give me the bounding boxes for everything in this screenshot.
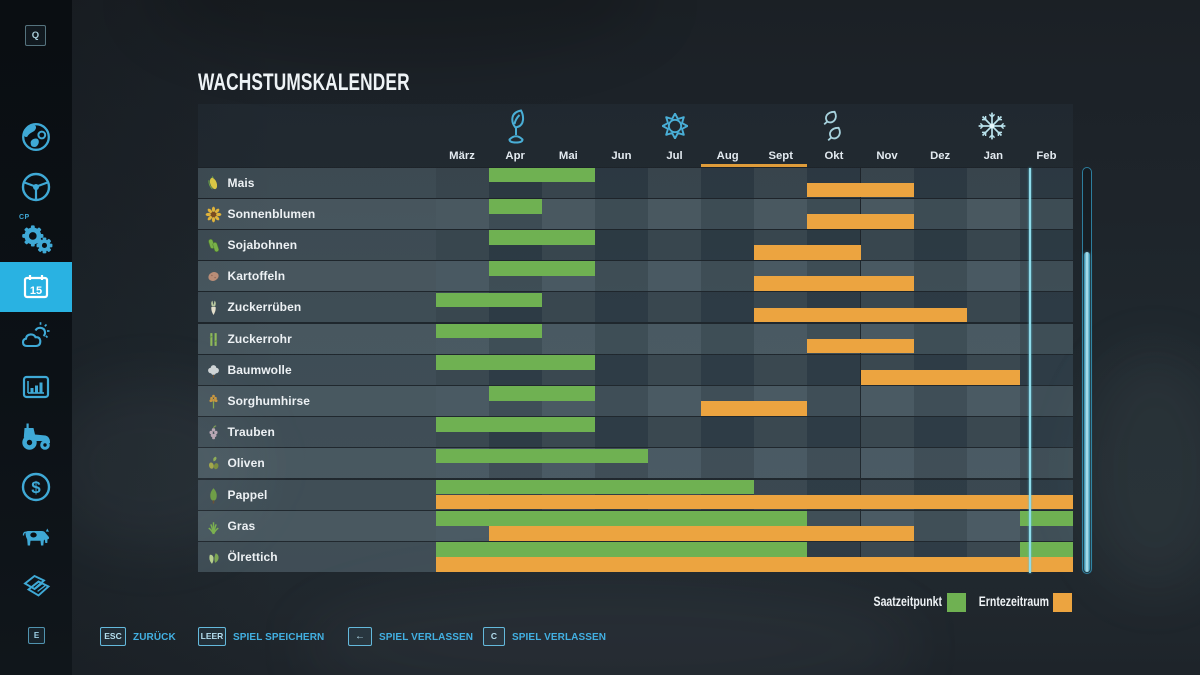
svg-text:15: 15	[30, 285, 42, 297]
svg-text:$: $	[31, 478, 41, 497]
